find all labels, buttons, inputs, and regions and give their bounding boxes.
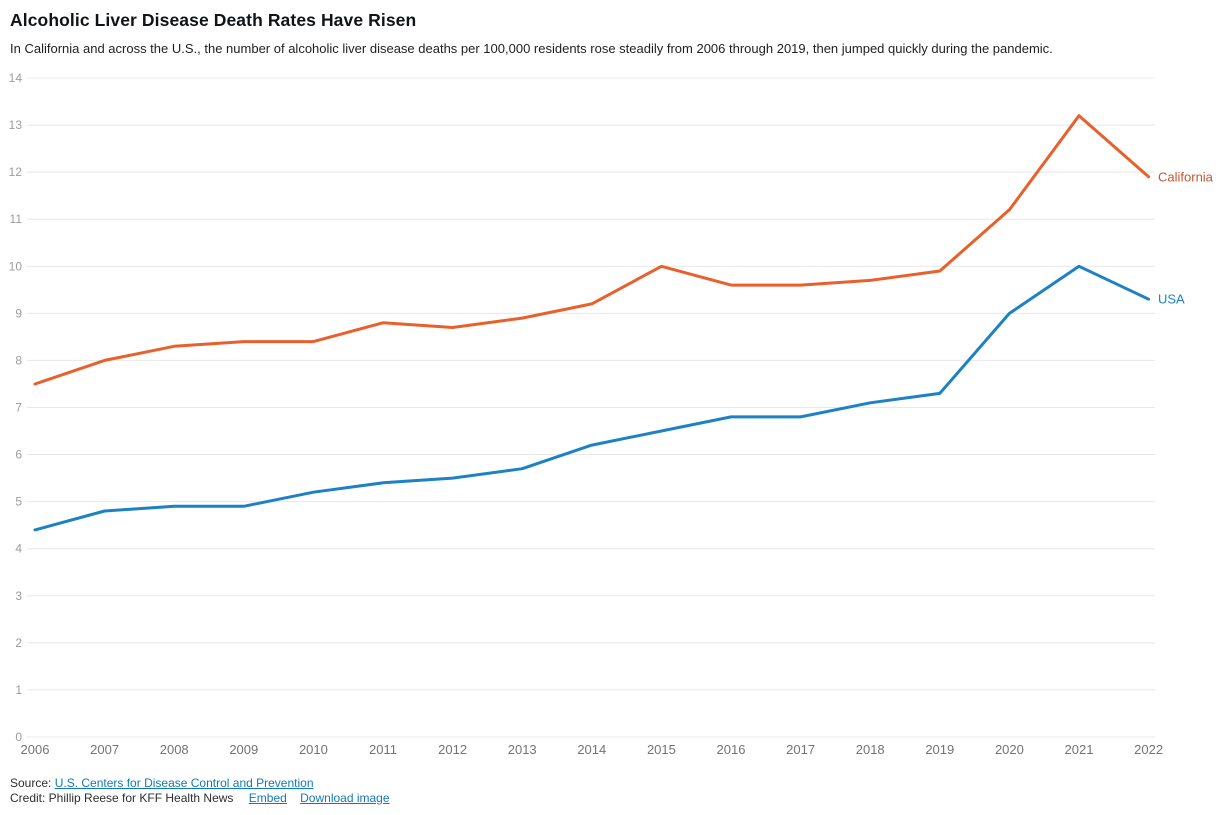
x-tick-label: 2017	[786, 742, 815, 757]
y-tick-label: 13	[9, 118, 23, 132]
y-tick-label: 9	[15, 306, 22, 320]
x-tick-label: 2008	[160, 742, 189, 757]
y-tick-label: 12	[9, 165, 23, 179]
source-label: Source:	[10, 776, 52, 790]
x-tick-label: 2014	[577, 742, 606, 757]
x-tick-label: 2015	[647, 742, 676, 757]
y-tick-label: 3	[15, 589, 22, 603]
chart-subtitle: In California and across the U.S., the n…	[10, 41, 1053, 56]
source-row: Source: U.S. Centers for Disease Control…	[10, 776, 390, 791]
embed-link[interactable]: Embed	[248, 791, 287, 805]
x-tick-label: 2016	[717, 742, 746, 757]
series-end-label-california: California	[1158, 169, 1214, 184]
source-link[interactable]: U.S. Centers for Disease Control and Pre…	[54, 776, 314, 790]
y-tick-label: 11	[10, 212, 23, 226]
y-tick-label: 7	[15, 400, 22, 414]
y-tick-label: 8	[15, 353, 22, 367]
x-tick-label: 2011	[369, 742, 397, 757]
x-tick-label: 2007	[90, 742, 119, 757]
x-tick-label: 2019	[925, 742, 954, 757]
y-tick-label: 6	[15, 448, 22, 462]
y-tick-label: 2	[15, 636, 22, 650]
x-tick-label: 2022	[1134, 742, 1163, 757]
x-tick-label: 2009	[229, 742, 258, 757]
line-usa	[33, 264, 1151, 532]
y-tick-label: 10	[9, 259, 23, 273]
x-tick-label: 2018	[856, 742, 885, 757]
series-end-label-usa: USA	[1158, 292, 1185, 307]
x-tick-label: 2012	[438, 742, 467, 757]
x-tick-label: 2021	[1065, 742, 1094, 757]
y-tick-label: 4	[15, 542, 22, 556]
y-tick-label: 1	[15, 683, 22, 697]
credit-label: Credit: Phillip Reese for KFF Health New…	[10, 791, 234, 805]
x-tick-label: 2013	[508, 742, 537, 757]
footer: Source: U.S. Centers for Disease Control…	[10, 776, 390, 806]
y-tick-label: 5	[15, 495, 22, 509]
line-california	[33, 114, 1151, 386]
download-image-link[interactable]: Download image	[300, 791, 390, 805]
y-tick-label: 14	[9, 71, 23, 85]
credit-row: Credit: Phillip Reese for KFF Health New…	[10, 791, 390, 806]
x-tick-label: 2010	[299, 742, 328, 757]
x-tick-label: 2006	[21, 742, 50, 757]
x-tick-label: 2020	[995, 742, 1024, 757]
y-tick-label: 0	[15, 730, 22, 744]
page-title: Alcoholic Liver Disease Death Rates Have…	[10, 10, 417, 30]
